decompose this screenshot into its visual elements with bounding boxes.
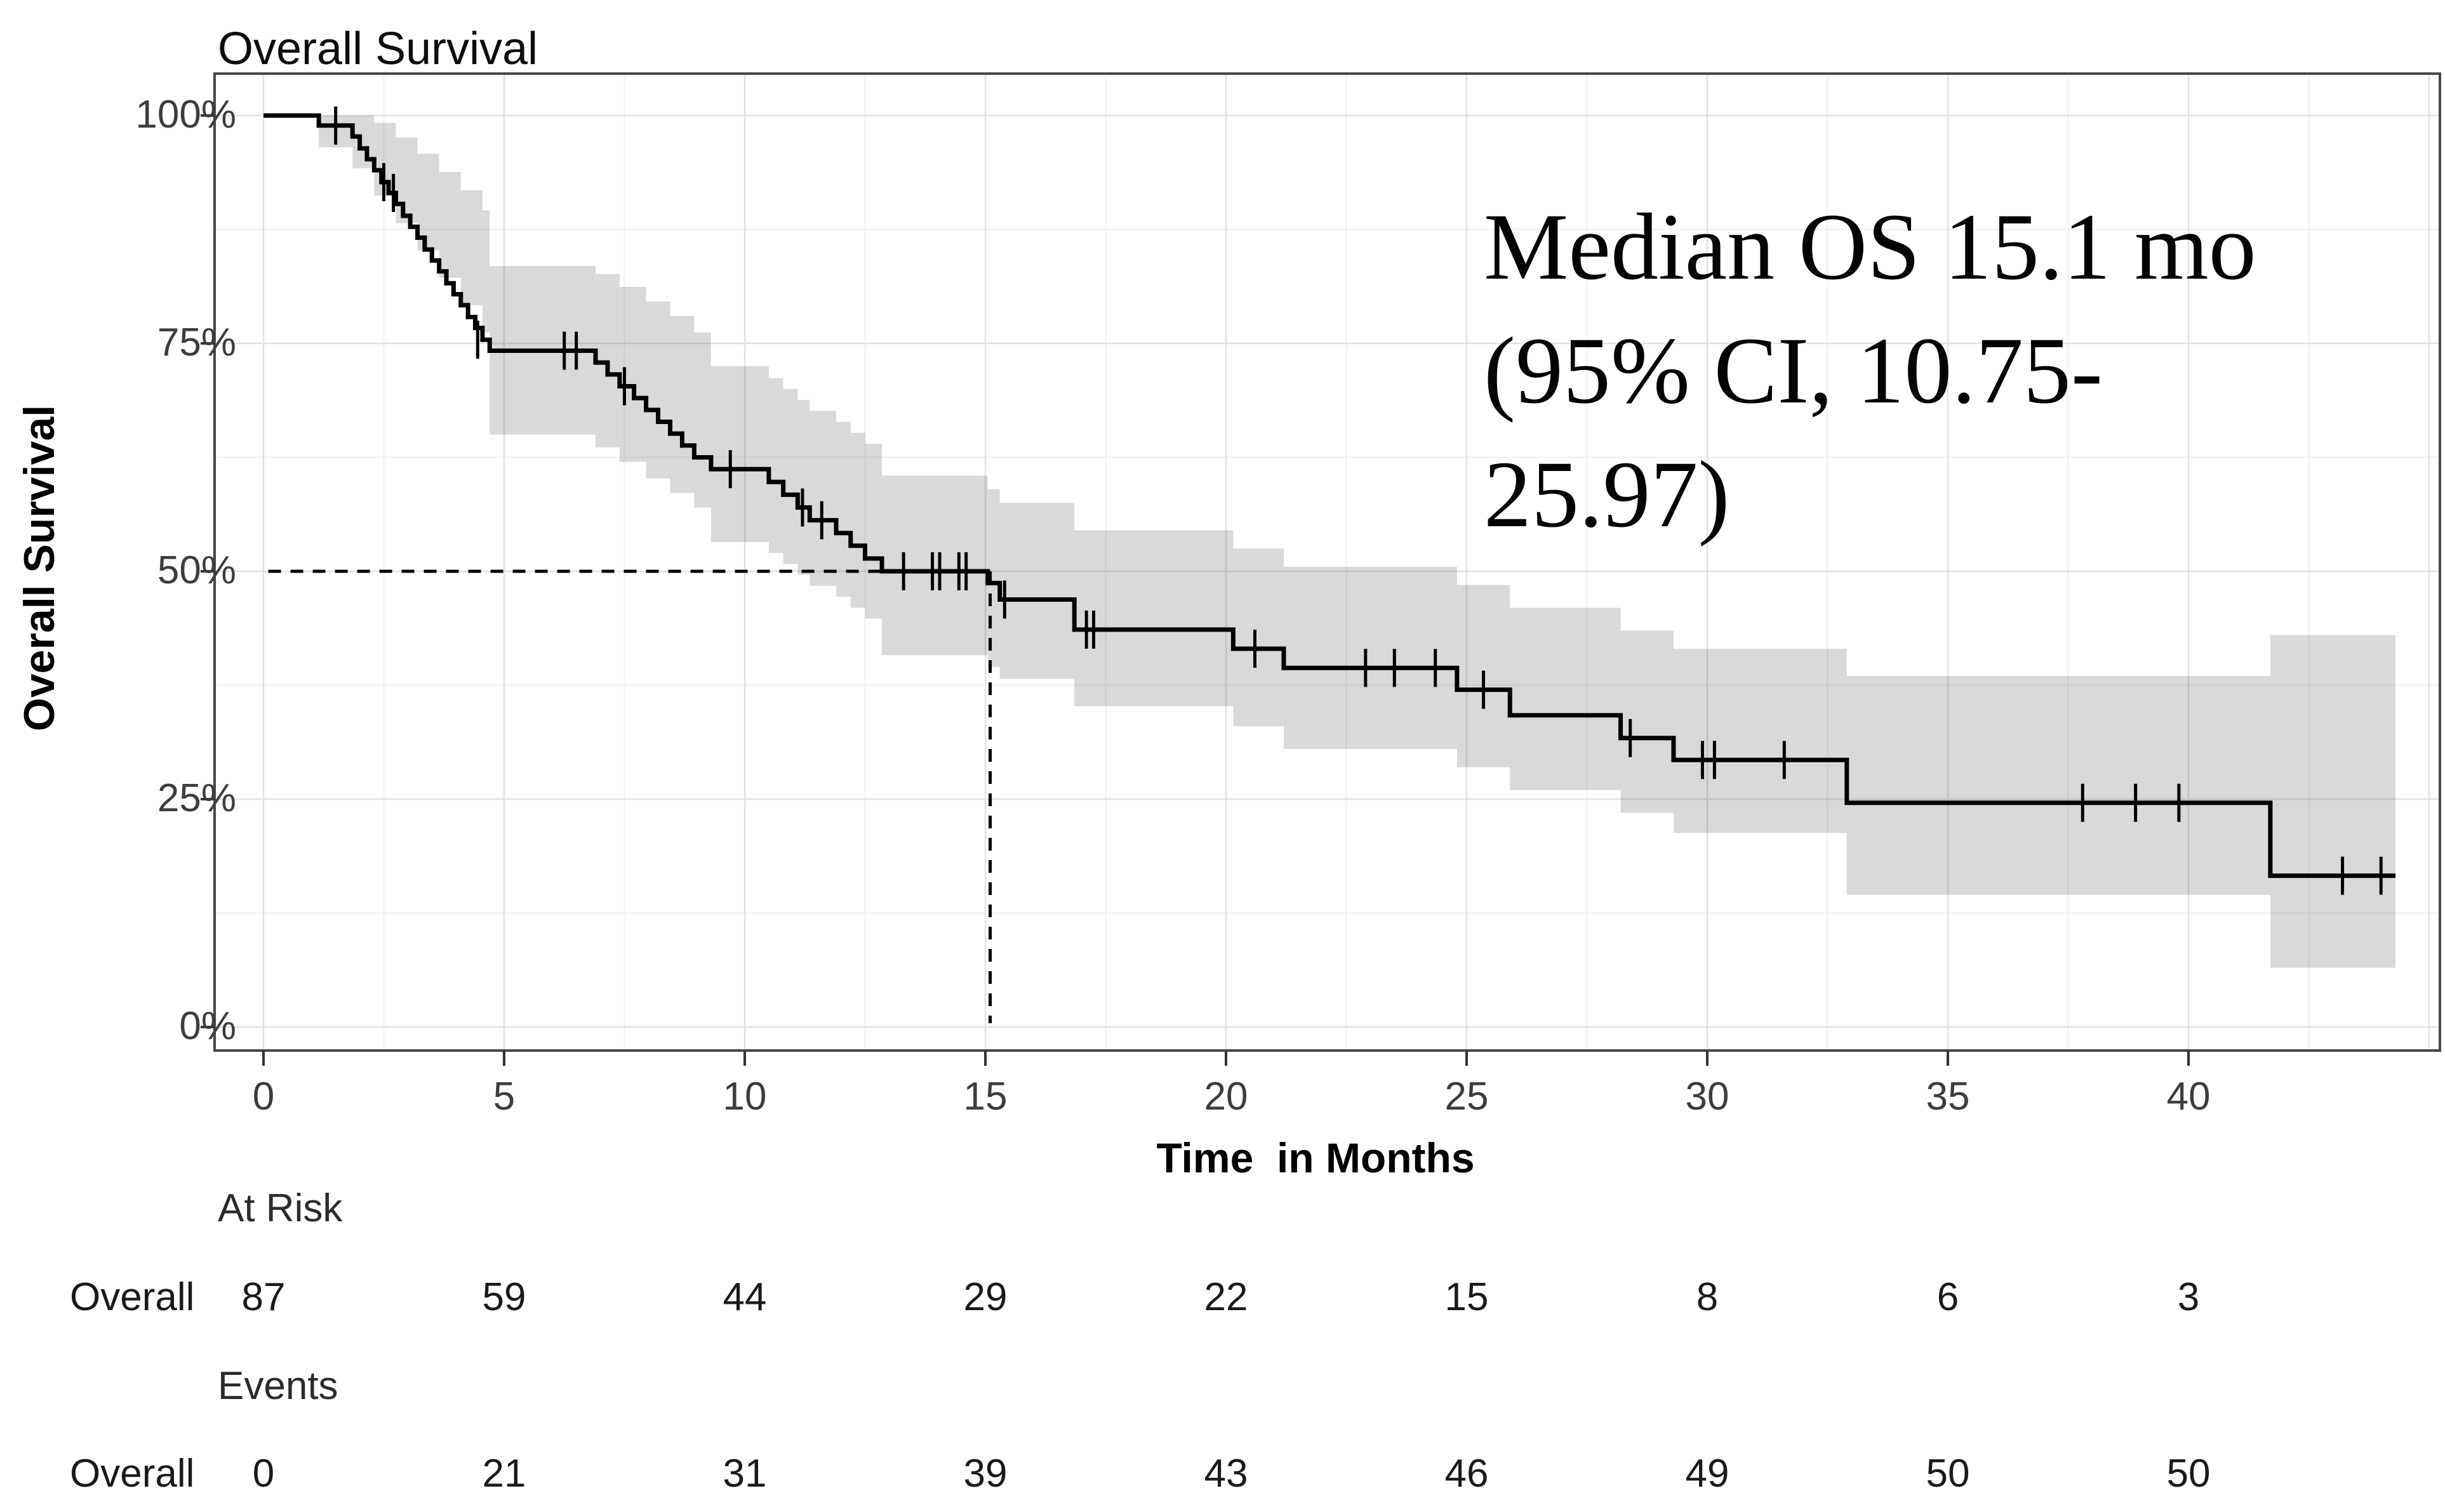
x-tick-label: 25 (1444, 1075, 1489, 1118)
events-value: 21 (482, 1452, 526, 1495)
at-risk-value: 59 (482, 1275, 526, 1319)
y-tick-label: 25% (157, 776, 236, 821)
events-value: 39 (963, 1452, 1008, 1495)
y-tick-label: 75% (157, 321, 236, 365)
y-tick-label: 0% (179, 1004, 236, 1049)
events-value: 0 (252, 1452, 275, 1495)
x-tick-label: 10 (723, 1075, 767, 1118)
at-risk-value: 44 (723, 1275, 767, 1319)
events-value: 50 (2166, 1452, 2211, 1495)
survival-curve (263, 113, 2395, 879)
plot-panel (215, 74, 2440, 1051)
x-tick-label: 40 (2166, 1075, 2211, 1118)
x-tick-label: 30 (1685, 1075, 1729, 1118)
events-value: 31 (723, 1452, 767, 1495)
median-os-annotation: Median OS 15.1 mo (95% CI, 10.75- 25.97) (1484, 185, 2256, 557)
x-tick-label: 0 (252, 1075, 275, 1118)
x-tick-label: 5 (493, 1075, 516, 1118)
at-risk-header: At Risk (218, 1186, 343, 1230)
confidence-band (263, 116, 2395, 968)
x-tick-label: 35 (1926, 1075, 1970, 1118)
x-tick-label: 20 (1204, 1075, 1248, 1118)
annotation-line-3: 25.97) (1484, 442, 1730, 547)
at-risk-value: 15 (1444, 1275, 1489, 1319)
at-risk-value: 6 (1936, 1275, 1959, 1319)
at-risk-row-label: Overall (70, 1275, 195, 1319)
annotation-line-1: Median OS 15.1 mo (1484, 194, 2256, 300)
events-value: 43 (1204, 1452, 1248, 1495)
x-axis-title: Time in Months (1156, 1134, 1475, 1181)
events-header: Events (218, 1364, 338, 1408)
at-risk-value: 29 (963, 1275, 1008, 1319)
events-value: 46 (1444, 1452, 1489, 1495)
events-value: 50 (1926, 1452, 1970, 1495)
y-tick-label: 50% (157, 548, 236, 593)
y-tick-label: 100% (135, 93, 236, 137)
at-risk-value: 8 (1696, 1275, 1719, 1319)
chart-title: Overall Survival (218, 23, 538, 74)
events-value: 49 (1685, 1452, 1729, 1495)
at-risk-value: 87 (241, 1275, 286, 1319)
annotation-line-2: (95% CI, 10.75- (1484, 318, 2103, 423)
at-risk-value: 22 (1204, 1275, 1248, 1319)
x-tick-label: 15 (963, 1075, 1008, 1118)
at-risk-value: 3 (2177, 1275, 2200, 1319)
events-row-label: Overall (70, 1452, 195, 1495)
panel-border (213, 72, 2441, 1052)
